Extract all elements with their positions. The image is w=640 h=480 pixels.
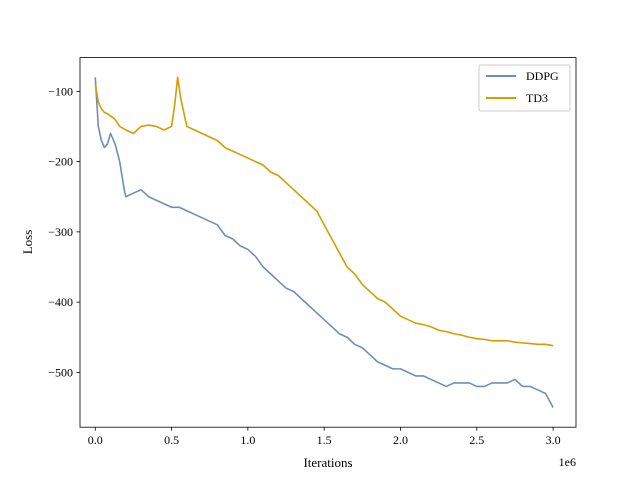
- y-tick-label: −300: [48, 225, 73, 239]
- legend-label-ddpg: DDPG: [526, 69, 559, 83]
- y-tick-label: −200: [48, 155, 73, 169]
- y-tick-label: −500: [48, 365, 73, 379]
- x-tick-label: 3.0: [546, 433, 561, 447]
- legend: DDPG TD3: [478, 64, 571, 112]
- axes-frame: [79, 57, 577, 428]
- x-tick-label: 1.0: [240, 433, 255, 447]
- series-line-ddpg: [94, 77, 554, 408]
- y-tick-label: −400: [48, 295, 73, 309]
- series-line-td3: [94, 76, 554, 347]
- x-tick-label: 0.0: [88, 433, 103, 447]
- plot-lines: [94, 76, 554, 408]
- legend-label-td3: TD3: [526, 91, 548, 105]
- y-tick-label: −100: [48, 84, 73, 98]
- x-tick-label: 1.5: [317, 433, 332, 447]
- x-axis-label: Iterations: [303, 455, 352, 470]
- x-tick-label: 2.0: [393, 433, 408, 447]
- x-scale-label: 1e6: [559, 455, 576, 469]
- y-axis-label: Loss: [20, 230, 35, 255]
- x-tick-label: 2.5: [469, 433, 484, 447]
- axes: 0.0 0.5 1.0 1.5 2.0 2.5 3.0 −100 −200 −300 −400 −50…: [48, 57, 577, 447]
- x-tick-label: 0.5: [164, 433, 179, 447]
